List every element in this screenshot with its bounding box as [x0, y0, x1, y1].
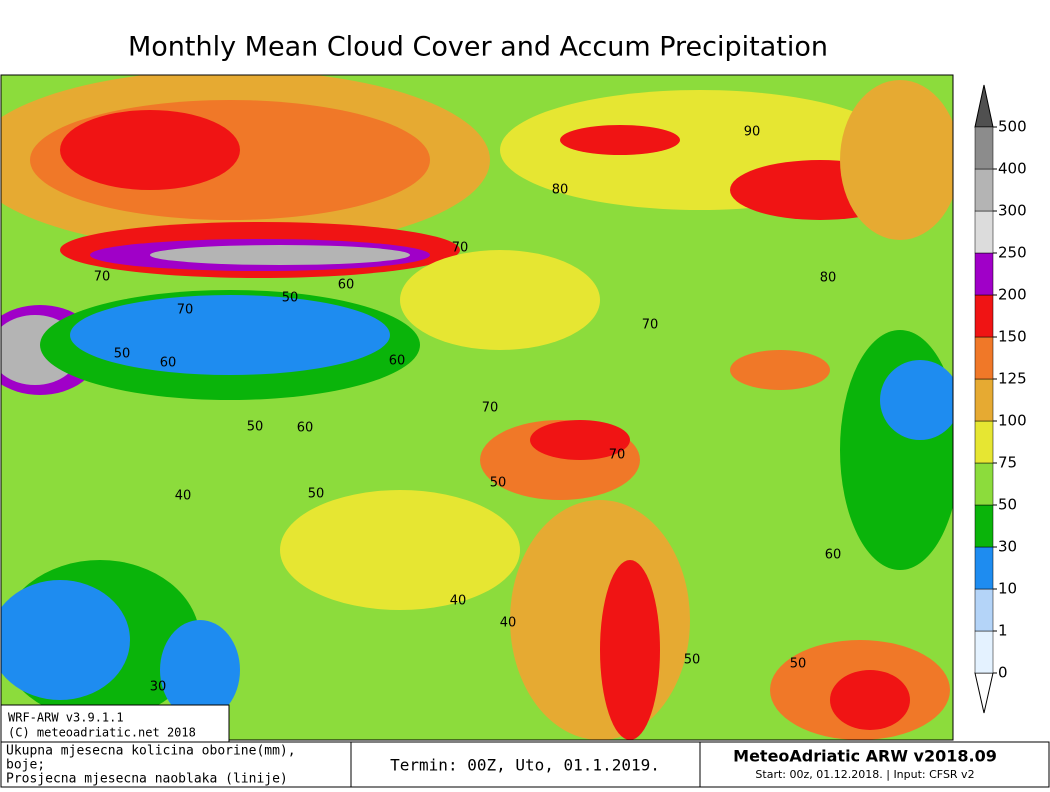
colorbar-segment — [974, 546, 994, 590]
legend-line: Prosjecna mjesecna naoblaka (linije) — [6, 772, 288, 787]
colorbar-segment — [974, 630, 994, 674]
colorbar-tick-label: 125 — [998, 370, 1027, 388]
colorbar-segment — [974, 126, 994, 170]
colorbar-tick-label: 200 — [998, 286, 1027, 304]
contour-label: 50 — [308, 487, 325, 502]
contour-label: 70 — [642, 318, 659, 333]
colorbar-segment — [974, 168, 994, 212]
contour-label: 30 — [150, 680, 167, 695]
colorbar-tick-label: 500 — [998, 118, 1027, 136]
contour-label: 60 — [297, 421, 314, 436]
contour-label: 50 — [282, 291, 299, 306]
contour-label: 70 — [482, 401, 499, 416]
colorbar-tick-label: 1 — [998, 622, 1008, 640]
colorbar-tick-label: 30 — [998, 538, 1017, 556]
legend-line: Ukupna mjesecna kolicina oborine(mm), — [6, 744, 296, 759]
contour-label: 40 — [450, 594, 467, 609]
colorbar-tick-label: 300 — [998, 202, 1027, 220]
contour-label: 50 — [247, 420, 264, 435]
colorbar-segment — [974, 294, 994, 338]
termin: Termin: 00Z, Uto, 01.1.2019. — [390, 756, 660, 775]
contour-label: 90 — [744, 125, 761, 140]
contour-label: 70 — [177, 303, 194, 318]
colorbar-segment — [974, 504, 994, 548]
brand-subtitle: Start: 00z, 01.12.2018. | Input: CFSR v2 — [755, 768, 974, 781]
contour-label: 60 — [338, 278, 355, 293]
colorbar-segment — [974, 252, 994, 296]
contour-label: 50 — [790, 657, 807, 672]
colorbar-tick-label: 50 — [998, 496, 1017, 514]
contour-label: 70 — [609, 448, 626, 463]
colorbar-tick-label: 150 — [998, 328, 1027, 346]
contour-label: 70 — [452, 241, 469, 256]
contour-label: 40 — [500, 616, 517, 631]
model-box — [0, 704, 230, 743]
contour-label: 80 — [552, 183, 569, 198]
contour-label: 50 — [490, 476, 507, 491]
contour-label: 50 — [684, 653, 701, 668]
contour-label: 60 — [825, 548, 842, 563]
brand-box — [699, 741, 1050, 788]
colorbar-segment — [974, 210, 994, 254]
colorbar-tick-label: 400 — [998, 160, 1027, 178]
legend-box — [0, 741, 352, 788]
model-line: WRF-ARW v3.9.1.1 — [8, 711, 124, 725]
contour-label: 70 — [94, 270, 111, 285]
colorbar-tick-label: 0 — [998, 664, 1008, 682]
map — [0, 74, 954, 741]
colorbar-segment — [974, 336, 994, 380]
legend-line: boje; — [6, 758, 45, 773]
model-line: (C) meteoadriatic.net 2018 — [8, 726, 196, 740]
colorbar-segment — [974, 420, 994, 464]
colorbar-segment — [974, 378, 994, 422]
colorbar-tick-label: 75 — [998, 454, 1017, 472]
colorbar-tick-label: 10 — [998, 580, 1017, 598]
contour-label: 80 — [820, 271, 837, 286]
brand-title: MeteoAdriatic ARW v2018.09 — [733, 747, 997, 766]
contour-labels: 90 80 70 60 50 70 70 50 60 60 70 80 70 70 50 60 50 50 40 40… — [94, 125, 842, 695]
title: Monthly Mean Cloud Cover and Accum Preci… — [128, 32, 828, 63]
contour-label: 60 — [389, 354, 406, 369]
colorbar-over — [974, 84, 994, 128]
contour-label: 60 — [160, 356, 177, 371]
colorbar-tick-label: 100 — [998, 412, 1027, 430]
colorbar-segment — [974, 462, 994, 506]
contour-label: 40 — [175, 489, 192, 504]
colorbar-segment — [974, 588, 994, 632]
colorbar-under — [974, 672, 994, 714]
termin-box — [350, 741, 701, 788]
colorbar: 0 1 10 30 50 75 100 125 150 200 250 300 400 500 — [974, 84, 1027, 714]
contour-label: 50 — [114, 347, 131, 362]
colorbar-tick-label: 250 — [998, 244, 1027, 262]
